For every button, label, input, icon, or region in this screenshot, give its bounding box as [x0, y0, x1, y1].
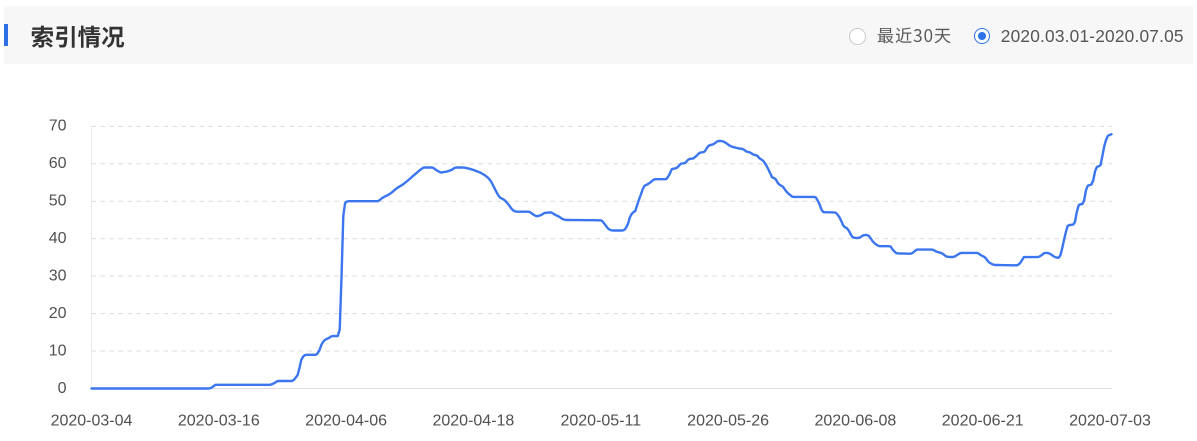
svg-text:2020-03-04: 2020-03-04 — [51, 412, 133, 429]
svg-text:2020-07-03: 2020-07-03 — [1069, 412, 1151, 429]
svg-text:2020-05-11: 2020-05-11 — [560, 412, 641, 429]
svg-text:2020-06-08: 2020-06-08 — [814, 412, 896, 429]
svg-text:30: 30 — [49, 267, 67, 284]
svg-text:20: 20 — [49, 305, 67, 322]
svg-text:2020-04-06: 2020-04-06 — [305, 412, 387, 429]
svg-text:40: 40 — [49, 230, 67, 247]
svg-text:2020-06-21: 2020-06-21 — [942, 412, 1024, 429]
svg-text:60: 60 — [49, 155, 67, 172]
svg-text:2020-04-18: 2020-04-18 — [432, 412, 514, 429]
svg-text:2020-05-26: 2020-05-26 — [687, 412, 769, 429]
svg-text:70: 70 — [49, 118, 67, 135]
svg-text:50: 50 — [49, 193, 67, 210]
svg-text:2020-03-16: 2020-03-16 — [178, 412, 260, 429]
svg-text:10: 10 — [49, 342, 67, 359]
svg-text:0: 0 — [58, 380, 67, 397]
